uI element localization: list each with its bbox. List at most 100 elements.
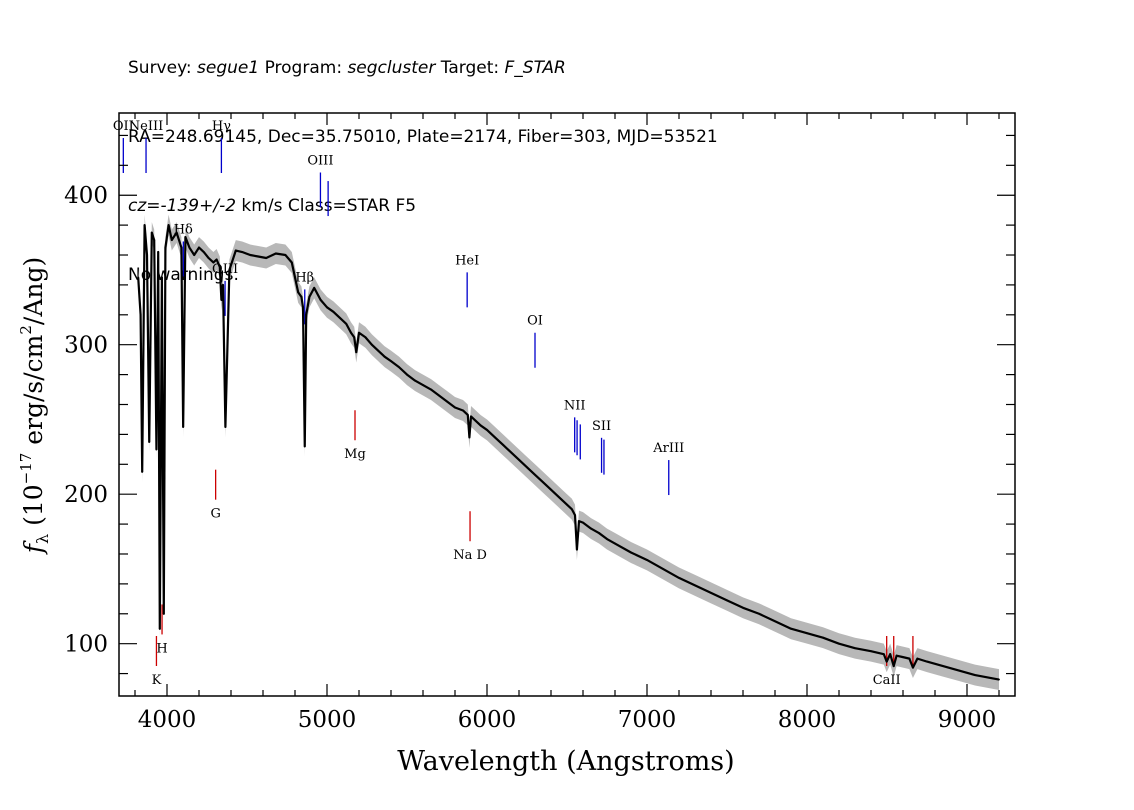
spectrum-point — [383, 355, 386, 358]
spectrum-point — [228, 269, 231, 271]
spectrum-point — [570, 508, 573, 511]
spectrum-point — [908, 657, 911, 660]
header-line-survey: Survey: segue1 Program: segcluster Targe… — [128, 57, 718, 80]
spectrum-point — [895, 654, 898, 657]
spectrum-point — [305, 313, 308, 316]
y-tick-label: 400 — [64, 183, 108, 209]
program-value: segcluster — [347, 58, 436, 78]
spectrum-point — [406, 373, 408, 376]
spectrum-point — [222, 284, 224, 286]
spectrum-point — [486, 429, 488, 431]
spectrum-point — [590, 527, 592, 530]
spectrum-point — [916, 657, 919, 660]
emission-line-label: SII — [592, 419, 611, 434]
spectrum-point — [300, 295, 303, 298]
spectrum-point — [141, 470, 144, 473]
spectrum-point — [462, 409, 464, 412]
spectrum-point — [882, 653, 885, 656]
spectrum-point — [854, 647, 856, 650]
emission-line-label: OIII — [212, 262, 238, 277]
spectrum-point — [574, 514, 576, 517]
absorption-line-label: G — [210, 507, 220, 522]
spectrum-point — [422, 384, 424, 386]
spectrum-point — [926, 660, 928, 663]
spectrum-point — [606, 538, 608, 540]
spectrum-point — [438, 394, 440, 397]
spectrum-point — [454, 406, 456, 409]
spectrum-point — [662, 568, 664, 570]
spectrum-point — [678, 577, 680, 579]
spectrum-point — [398, 366, 400, 369]
emission-line-label: NII — [564, 398, 586, 413]
spectrum-point — [468, 436, 471, 439]
spectrum-point — [576, 548, 578, 551]
spectrum-point — [364, 336, 367, 339]
spectrum-point — [510, 451, 512, 454]
spectrum-point — [550, 488, 552, 491]
absorption-line-label: K — [152, 673, 162, 688]
spectrum-point — [822, 636, 824, 639]
x-tick-label: 5000 — [298, 707, 357, 733]
spectrum-point — [146, 254, 148, 256]
spectrum-point — [220, 298, 223, 301]
target-label: Target: — [435, 58, 505, 78]
spectrum-point — [885, 660, 888, 663]
cz-label: cz= — [128, 196, 161, 216]
class-text: km/s Class=STAR F5 — [236, 196, 417, 216]
program-label: Program: — [259, 58, 348, 78]
spectrum-point — [139, 313, 142, 316]
spectrum-point — [207, 257, 210, 259]
spectrum-point — [479, 424, 482, 427]
spectrum-point — [370, 343, 373, 346]
spectrum-point — [390, 360, 392, 363]
spectrum-point — [534, 473, 536, 476]
absorption-line-label: Mg — [344, 447, 366, 462]
spectrum-point — [377, 349, 380, 352]
spectrum-point — [313, 287, 316, 289]
spectrum-point — [265, 257, 268, 259]
absorption-line-label: Na D — [453, 548, 487, 563]
spectrum-point — [224, 426, 227, 428]
spectrum-point — [338, 316, 341, 319]
emission-line-label: HeI — [455, 253, 479, 268]
y-tick-label: 200 — [64, 482, 108, 508]
spectrum-point — [198, 246, 200, 249]
spectrum-header: Survey: segue1 Program: segcluster Targe… — [128, 11, 718, 310]
emission-line-label: Hβ — [295, 270, 314, 285]
spectrum-point — [332, 310, 335, 313]
spectrum-point — [326, 306, 328, 309]
absorption-line-label: CaII — [873, 673, 901, 688]
spectrum-point — [170, 239, 173, 241]
spectrum-point — [582, 521, 584, 524]
spectrum-point — [274, 252, 277, 255]
x-tick-label: 8000 — [778, 707, 837, 733]
spectrum-point — [414, 379, 416, 382]
spectrum-point — [838, 642, 840, 645]
spectrum-point — [494, 436, 496, 439]
spectrum-point — [164, 246, 167, 249]
spectrum-point — [193, 254, 196, 256]
spectrum-point — [892, 665, 895, 668]
spectrum-point — [558, 496, 560, 499]
spectrum-point — [466, 414, 469, 416]
spectrum-point — [153, 239, 156, 241]
spectrum-point — [143, 224, 146, 227]
header-line-coordinates: RA=248.69145, Dec=35.75010, Plate=2174, … — [128, 127, 718, 147]
spectrum-point — [180, 246, 183, 249]
spectrum-point — [902, 656, 904, 659]
y-tick-label: 300 — [64, 333, 108, 359]
spectrum-point — [303, 445, 306, 448]
spectrum-point — [150, 231, 153, 234]
spectrum-line — [137, 224, 1000, 681]
emission-line-label: NeIII — [129, 119, 163, 134]
spectrum-point — [742, 606, 744, 609]
spectrum-point — [630, 551, 632, 554]
emission-line-label: OII — [113, 119, 134, 134]
cz-value: -139+/-2 — [160, 196, 237, 216]
spectrum-point — [614, 542, 616, 545]
spectrum-point — [308, 295, 311, 298]
spectrum-point — [158, 627, 161, 630]
spectrum-point — [566, 503, 568, 506]
spectrum-point — [167, 224, 170, 227]
